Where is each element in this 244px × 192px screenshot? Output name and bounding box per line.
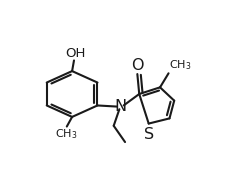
Text: S: S <box>144 127 154 142</box>
Text: CH$_3$: CH$_3$ <box>55 127 78 141</box>
Text: N: N <box>114 99 126 114</box>
Text: OH: OH <box>65 47 85 60</box>
Text: O: O <box>131 58 143 73</box>
Text: CH$_3$: CH$_3$ <box>169 58 192 72</box>
